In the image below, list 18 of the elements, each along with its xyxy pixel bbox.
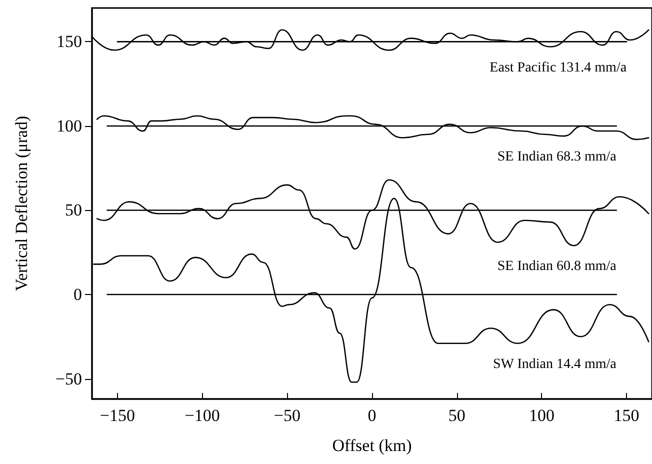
x-tick-label: 0 [368,406,376,425]
x-tick-label: −50 [274,406,300,425]
series-label: East Pacific 131.4 mm/a [490,60,628,76]
x-tick-label: 50 [448,406,466,425]
series-label: SE Indian 68.3 mm/a [497,150,618,165]
series-label: SE Indian 60.8 mm/a [497,259,618,274]
y-tick-label: −50 [55,369,82,388]
x-tick-label: −150 [100,406,135,425]
series-label: SW Indian 14.4 mm/a [492,356,618,372]
x-axis-title: Offset (km) [332,436,412,455]
y-tick-label: 100 [56,116,82,136]
x-tick-label: −100 [184,406,220,425]
y-tick-label: 50 [65,200,82,220]
y-tick-label: 0 [74,285,82,304]
y-axis-title: Vertical Deflection (μrad) [12,116,31,292]
x-tick-label: 100 [528,406,554,425]
y-tick-label: 150 [56,32,82,52]
x-tick-label: 150 [614,406,640,425]
